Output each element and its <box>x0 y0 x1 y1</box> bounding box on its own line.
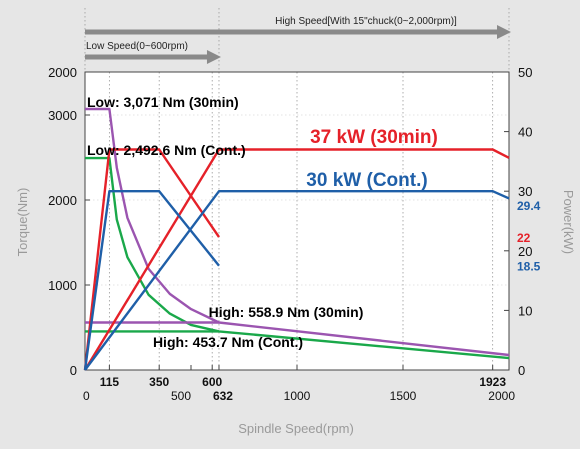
y-left-tick-label: 3000 <box>48 108 77 123</box>
x-tick-label: 2000 <box>488 389 515 403</box>
speed-range-label: High Speed[With 15"chuck(0~2,000rpm)] <box>275 16 457 27</box>
x-tick-label: 632 <box>213 389 233 403</box>
x-tick-label: 0 <box>83 389 90 403</box>
y-left-axis-title: Torque(Nm) <box>15 188 30 257</box>
annotation-label: Low: 2,492.6 Nm (Cont.) <box>87 142 246 158</box>
y-right-highlight-label: 22 <box>517 231 531 245</box>
x-tick-label: 1000 <box>284 389 311 403</box>
x-tick-label: 600 <box>202 375 222 389</box>
y-right-axis-title: Power(kW) <box>561 190 576 254</box>
x-tick-label: 350 <box>149 375 169 389</box>
annotation-label: 30 kW (Cont.) <box>306 170 427 191</box>
series-line <box>83 148 510 371</box>
y-right-tick-label: 50 <box>518 65 532 80</box>
annotation-label: High: 558.9 Nm (30min) <box>209 304 364 320</box>
x-tick-label: 500 <box>171 389 191 403</box>
series-line <box>85 156 510 360</box>
annotation-label: High: 453.7 Nm (Cont.) <box>153 334 303 350</box>
y-left-tick-label: 1000 <box>48 278 77 293</box>
series-line <box>85 107 510 357</box>
speed-range-arrowhead <box>206 50 221 64</box>
x-tick-label: 1923 <box>479 375 506 389</box>
speed-range-arrowhead <box>497 25 511 39</box>
series-line <box>84 189 510 371</box>
x-tick-label: 115 <box>100 375 120 389</box>
y-right-tick-label: 30 <box>518 184 532 199</box>
y-right-highlight-label: 29.4 <box>517 199 541 213</box>
series-line <box>83 189 220 371</box>
y-left-tick-label: 0 <box>70 363 77 378</box>
speed-range-label: Low Speed(0~600rpm) <box>86 41 188 52</box>
y-left-tick-label: 2000 <box>48 193 77 208</box>
x-tick-label: 1500 <box>390 389 417 403</box>
annotation-label: 37 kW (30min) <box>310 127 438 148</box>
y-right-tick-label: 40 <box>518 125 532 140</box>
y-left-tick-label: 2000 <box>48 65 77 80</box>
y-right-tick-label: 20 <box>518 244 532 259</box>
series-line <box>83 148 220 371</box>
y-right-tick-label: 0 <box>518 363 525 378</box>
x-axis-title: Spindle Speed(rpm) <box>238 421 354 436</box>
annotation-label: Low: 3,071 Nm (30min) <box>87 94 239 110</box>
y-right-highlight-label: 18.5 <box>517 260 541 274</box>
y-right-tick-label: 10 <box>518 303 532 318</box>
